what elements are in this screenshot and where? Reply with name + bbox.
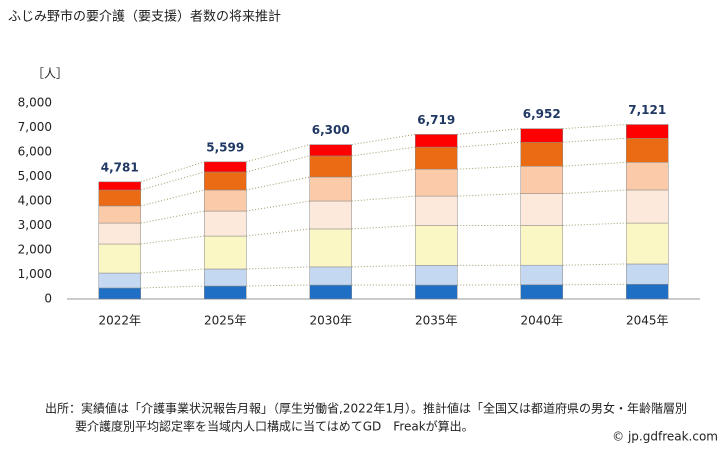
bar-segment bbox=[520, 193, 563, 226]
bar-segment bbox=[520, 264, 563, 286]
bar-segment bbox=[415, 146, 458, 170]
bar-segment bbox=[415, 265, 458, 286]
bar-segment bbox=[309, 266, 352, 286]
connector bbox=[457, 193, 521, 197]
connector bbox=[457, 141, 521, 148]
y-tick-label: 0 bbox=[44, 292, 52, 306]
bar-segment bbox=[309, 228, 352, 268]
bar-segment bbox=[204, 285, 247, 300]
bar-segment bbox=[98, 287, 141, 300]
bar-segment bbox=[626, 124, 669, 139]
bar-segment bbox=[626, 162, 669, 191]
bar-segment bbox=[415, 195, 458, 226]
x-tick-label: 2040年 bbox=[520, 314, 563, 328]
source: 要介護度別平均認定率を当域内人口構成に当てはめてGD Freakが算出。 bbox=[75, 419, 474, 434]
connector bbox=[140, 210, 205, 224]
bar-segment bbox=[520, 128, 563, 143]
connector bbox=[140, 285, 205, 289]
connector bbox=[562, 263, 627, 266]
bar-segment bbox=[626, 284, 669, 300]
bar-segment bbox=[98, 222, 141, 245]
bar-segment bbox=[626, 189, 669, 224]
bar-segment bbox=[415, 134, 458, 148]
bar-segment bbox=[204, 171, 247, 191]
source: 出所：実績値は「介護事業状況報告月報」（厚生労働省,2022年1月）。推計値は「… bbox=[45, 401, 687, 416]
connector bbox=[562, 222, 627, 226]
connector bbox=[457, 128, 521, 135]
bar-segment bbox=[204, 189, 247, 212]
bar-segment bbox=[309, 176, 352, 202]
bar-segment bbox=[98, 243, 141, 274]
bar-segment bbox=[309, 200, 352, 230]
connector bbox=[351, 264, 416, 268]
bar-segment bbox=[415, 225, 458, 266]
bar-segment bbox=[520, 141, 563, 167]
y-tick-label: 1,000 bbox=[18, 267, 52, 281]
connector bbox=[562, 161, 627, 167]
connector bbox=[246, 228, 310, 237]
connector bbox=[140, 171, 205, 191]
connector bbox=[246, 155, 310, 173]
y-tick-label: 2,000 bbox=[18, 243, 52, 257]
connector bbox=[140, 189, 205, 207]
connector bbox=[246, 144, 310, 163]
y-tick-label: 8,000 bbox=[18, 96, 52, 110]
bar-segment bbox=[309, 144, 352, 157]
connector bbox=[246, 284, 310, 287]
connector bbox=[457, 165, 521, 170]
bar-segment bbox=[204, 161, 247, 173]
bar-segment bbox=[204, 268, 247, 287]
connector bbox=[246, 176, 310, 191]
bar-segment bbox=[98, 205, 141, 224]
connector bbox=[562, 124, 627, 130]
y-unit: ［人］ bbox=[32, 67, 68, 81]
connector bbox=[562, 189, 627, 195]
total-label: 7,121 bbox=[628, 103, 666, 117]
connector bbox=[351, 195, 416, 202]
bar-segment bbox=[204, 210, 247, 237]
bar-segment bbox=[415, 168, 458, 197]
total-label: 4,781 bbox=[101, 160, 139, 174]
bar-segment bbox=[98, 189, 141, 207]
y-tick-label: 7,000 bbox=[18, 120, 52, 134]
y-tick-label: 5,000 bbox=[18, 169, 52, 183]
connector bbox=[351, 168, 416, 178]
connector bbox=[562, 137, 627, 143]
connector bbox=[351, 225, 416, 230]
bar-segment bbox=[520, 165, 563, 194]
x-tick-label: 2045年 bbox=[626, 314, 669, 328]
total-label: 6,300 bbox=[312, 123, 350, 137]
y-tick-label: 4,000 bbox=[18, 194, 52, 208]
bar-segment bbox=[626, 263, 669, 285]
x-tick-label: 2025年 bbox=[204, 314, 247, 328]
x-tick-label: 2030年 bbox=[309, 314, 352, 328]
total-label: 6,952 bbox=[523, 107, 561, 121]
chart-title: ふじみ野市の要介護（要支援）者数の将来推計 bbox=[8, 9, 281, 25]
connector bbox=[140, 235, 205, 245]
y-tick-label: 3,000 bbox=[18, 218, 52, 232]
bar-segment bbox=[309, 284, 352, 300]
connector bbox=[351, 133, 416, 146]
y-tick-label: 6,000 bbox=[18, 145, 52, 159]
x-tick-label: 2022年 bbox=[98, 314, 141, 328]
bar-segment bbox=[309, 155, 352, 178]
x-tick-label: 2035年 bbox=[415, 314, 458, 328]
bar-segment bbox=[98, 272, 141, 289]
bar-segment bbox=[415, 284, 458, 300]
connector bbox=[140, 268, 205, 274]
bar-segment bbox=[626, 222, 669, 265]
total-label: 5,599 bbox=[206, 140, 244, 154]
bar-segment bbox=[520, 225, 563, 266]
copyright: © jp.gdfreak.com bbox=[612, 430, 718, 444]
bar-segment bbox=[520, 284, 563, 300]
connector bbox=[140, 161, 205, 183]
connector bbox=[351, 146, 416, 157]
bar-segment bbox=[98, 181, 141, 191]
total-label: 6,719 bbox=[417, 113, 455, 127]
connector bbox=[246, 266, 310, 270]
bar-segment bbox=[626, 138, 669, 163]
bar-segment bbox=[204, 235, 247, 270]
connector bbox=[246, 200, 310, 212]
